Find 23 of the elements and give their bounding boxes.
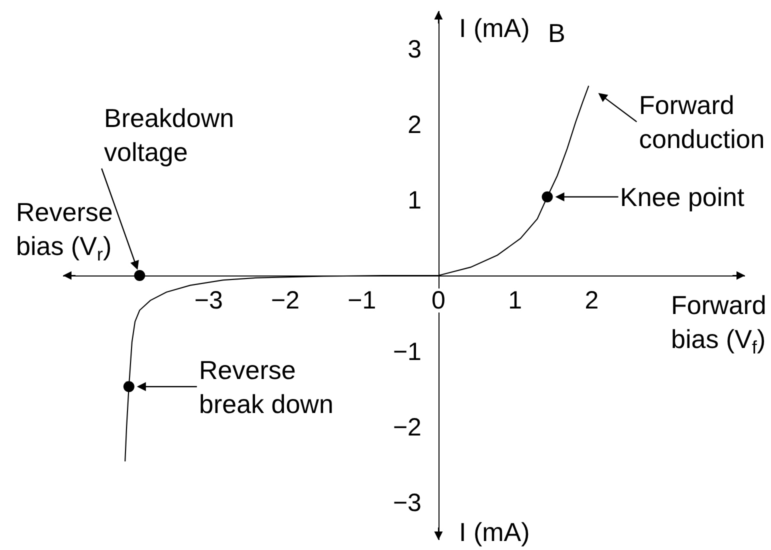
y-tick-label: −1	[392, 338, 422, 366]
annotation: Breakdown voltage	[104, 103, 234, 167]
point	[542, 191, 553, 202]
annotation: Knee point	[620, 182, 746, 212]
annotation: B	[548, 18, 566, 48]
annotation: Reverse bias (V$_{r}$)	[16, 197, 113, 264]
y-axis-title: I (mA)	[459, 13, 530, 43]
y-tick-label: −3	[392, 488, 422, 517]
x-tick-label: 2	[584, 286, 599, 314]
annotation: Reverse break down	[199, 355, 334, 419]
x-tick-label: 0	[432, 286, 446, 314]
y-tick-label: 1	[408, 186, 422, 215]
x-tick-label: −3	[194, 286, 223, 314]
y-tick-label: 3	[408, 36, 422, 64]
annotation: Forward conduction	[639, 90, 765, 154]
x-tick-label: −2	[270, 286, 300, 314]
x-axis-title: Forward bias (V$_{f}$)	[671, 290, 766, 358]
y-tick-label: 2	[408, 111, 422, 140]
x-tick-label: 1	[508, 286, 522, 314]
x-tick-label: −1	[348, 286, 376, 314]
point	[123, 381, 134, 392]
y-tick-label: −2	[392, 413, 422, 442]
annotation: I (mA)	[459, 517, 530, 547]
